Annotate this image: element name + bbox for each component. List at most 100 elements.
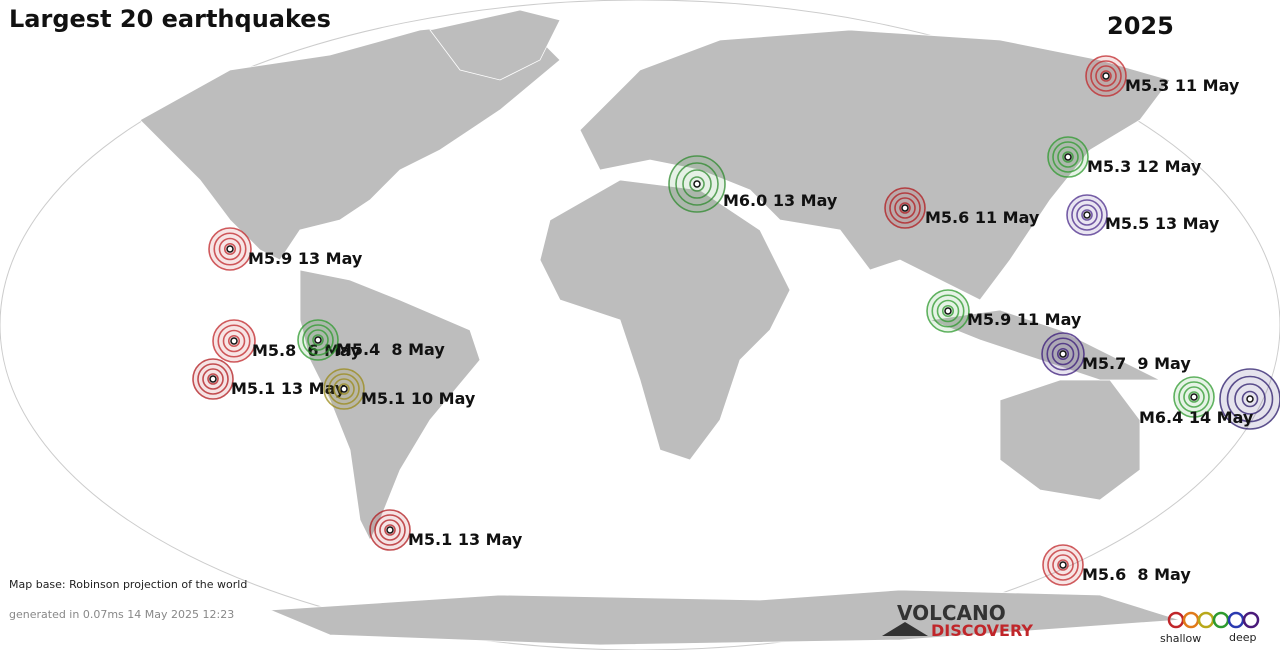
quake-ring — [1062, 151, 1074, 163]
quake-label: M6.0 13 May — [723, 191, 838, 210]
quake-ring — [213, 232, 247, 266]
quake: M6.0 13 May — [668, 155, 838, 213]
quake-ring — [1056, 347, 1070, 361]
quake-ring — [307, 329, 329, 351]
generated-note: generated in 0.07ms 14 May 2025 12:23 — [9, 608, 234, 621]
quake-label: M5.3 12 May — [1087, 157, 1202, 176]
quake-label: M5.4 8 May — [336, 340, 445, 359]
quake-center — [1102, 72, 1110, 80]
quake-ring — [384, 524, 396, 536]
quake-ring — [379, 519, 401, 541]
quake: M5.4 8 May — [297, 319, 445, 361]
quake-ring — [1071, 199, 1103, 231]
quake-label: M5.6 11 May — [925, 208, 1040, 227]
quake-center — [1059, 350, 1067, 358]
quake-label: M5.1 13 May — [408, 530, 523, 549]
quake: M5.6 8 May — [1042, 544, 1191, 586]
quake-center — [230, 337, 238, 345]
quake: M5.3 12 May — [1047, 136, 1202, 178]
quake-ring — [374, 514, 406, 546]
quake: M5.1 13 May — [369, 509, 523, 551]
quake-ring — [1052, 141, 1084, 173]
quake-ring — [941, 304, 955, 318]
quake-center — [209, 375, 217, 383]
quake-ring — [1057, 146, 1079, 168]
quake-ring — [1226, 375, 1274, 423]
quake-ring — [227, 334, 241, 348]
quake-ring — [312, 334, 324, 346]
quake-ring — [1188, 391, 1200, 403]
quake-center — [386, 526, 394, 534]
continents — [139, 9, 1181, 646]
quake-label: M5.6 8 May — [1082, 565, 1191, 584]
year: 2025 — [1107, 12, 1174, 40]
quake-center — [944, 307, 952, 315]
quake-ring — [675, 162, 719, 206]
quake-ring — [217, 324, 251, 358]
quake-label: M5.5 13 May — [1105, 214, 1220, 233]
quake-ring — [1234, 383, 1266, 415]
quake-center — [1246, 395, 1254, 403]
quake-ring — [1046, 337, 1080, 371]
quake-ring — [931, 294, 965, 328]
quake-center — [340, 385, 348, 393]
quake-ring — [302, 324, 334, 356]
quake-ring — [328, 373, 360, 405]
quake-ring — [1095, 65, 1117, 87]
quake-ring — [197, 363, 229, 395]
quake-center — [1190, 393, 1198, 401]
quake-ring — [223, 242, 237, 256]
quake-center — [901, 204, 909, 212]
quake: M5.1 13 May — [192, 358, 346, 400]
quake: M5.9 11 May — [926, 289, 1082, 333]
logo-icon — [882, 622, 928, 636]
logo-discovery: DISCOVERY — [931, 621, 1033, 640]
quake-center — [1064, 153, 1072, 161]
quake: M5.5 13 May — [1066, 194, 1220, 236]
quake: M5.9 13 May — [208, 227, 363, 271]
quake-ring — [1052, 554, 1074, 576]
quake-ring — [936, 299, 960, 323]
quake-ring — [1051, 342, 1075, 366]
quake-center — [1059, 561, 1067, 569]
quake: M5.3 11 May — [1085, 55, 1240, 97]
quake-ring — [1178, 381, 1210, 413]
quake-ring — [1081, 209, 1093, 221]
quake-label: M5.7 9 May — [1082, 354, 1191, 373]
quake-ring — [333, 378, 355, 400]
quake-ring — [689, 176, 705, 192]
quake: M6.4 14 May — [1139, 368, 1280, 430]
quake-ring — [894, 197, 916, 219]
quake-ring — [1183, 386, 1205, 408]
quake-label: M6.4 14 May — [1139, 408, 1254, 427]
quake: M5.7 9 May — [1041, 332, 1191, 376]
quake-layer: M5.3 11 May M5.3 12 May M6.0 13 May M5.6 11… — [192, 55, 1280, 586]
quake-ring — [682, 169, 712, 199]
title: Largest 20 earthquakes — [9, 5, 331, 33]
quake-ring — [338, 383, 350, 395]
quake-label: M5.3 11 May — [1125, 76, 1240, 95]
legend-deep: deep — [1229, 631, 1257, 644]
map-base-note: Map base: Robinson projection of the wor… — [9, 578, 247, 591]
quake: M5.6 11 May — [884, 187, 1040, 229]
quake-ring — [1241, 390, 1259, 408]
quake-ring — [1100, 70, 1112, 82]
quake-ring — [202, 368, 224, 390]
quake-label: M5.9 13 May — [248, 249, 363, 268]
logo-volcano: VOLCANO — [897, 601, 1006, 625]
depth-legend: shallow deep — [1160, 611, 1260, 645]
quake-center — [314, 336, 322, 344]
quake-ring — [1057, 559, 1069, 571]
quake-center — [226, 245, 234, 253]
quake: M5.1 10 May — [323, 368, 476, 410]
quake-ring — [1047, 549, 1079, 581]
quake-ring — [899, 202, 911, 214]
quake-ring — [1090, 60, 1122, 92]
quake-label: M5.9 11 May — [967, 310, 1082, 329]
quake-ring — [207, 373, 219, 385]
quake-center — [1083, 211, 1091, 219]
quake-center — [693, 180, 701, 188]
quake-label: M5.1 13 May — [231, 379, 346, 398]
legend-shallow: shallow — [1160, 632, 1201, 645]
